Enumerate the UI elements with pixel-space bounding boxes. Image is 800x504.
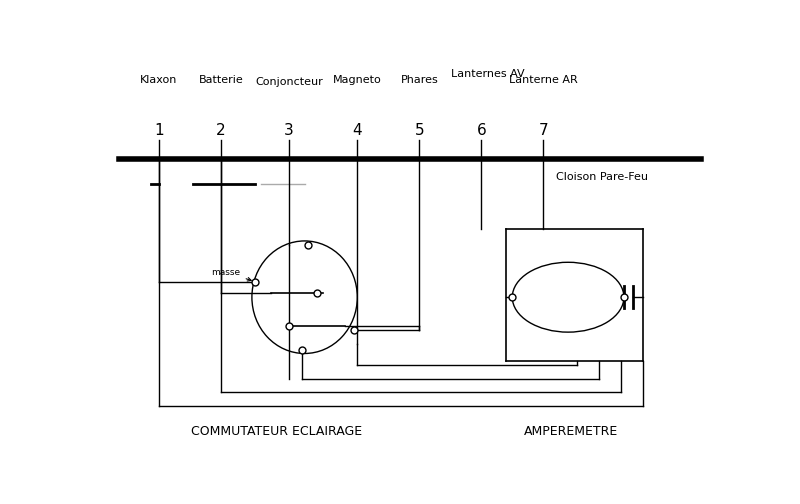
- Text: Batterie: Batterie: [198, 75, 243, 85]
- Text: 6: 6: [477, 123, 486, 138]
- Text: Magneto: Magneto: [333, 75, 382, 85]
- Text: Phares: Phares: [401, 75, 438, 85]
- Text: 4: 4: [353, 123, 362, 138]
- Text: Lanternes AV: Lanternes AV: [450, 69, 524, 79]
- Text: 5: 5: [414, 123, 424, 138]
- Text: 2: 2: [216, 123, 226, 138]
- Text: masse: masse: [211, 268, 251, 281]
- Text: AMPEREMETRE: AMPEREMETRE: [524, 424, 618, 437]
- Text: COMMUTATEUR ECLAIRAGE: COMMUTATEUR ECLAIRAGE: [191, 424, 362, 437]
- Text: 3: 3: [284, 123, 294, 138]
- Text: 1: 1: [154, 123, 164, 138]
- Text: Conjoncteur: Conjoncteur: [255, 77, 323, 87]
- Text: Cloison Pare-Feu: Cloison Pare-Feu: [556, 172, 648, 182]
- Text: Klaxon: Klaxon: [140, 75, 178, 85]
- Text: Lanterne AR: Lanterne AR: [509, 75, 578, 85]
- Text: 7: 7: [538, 123, 548, 138]
